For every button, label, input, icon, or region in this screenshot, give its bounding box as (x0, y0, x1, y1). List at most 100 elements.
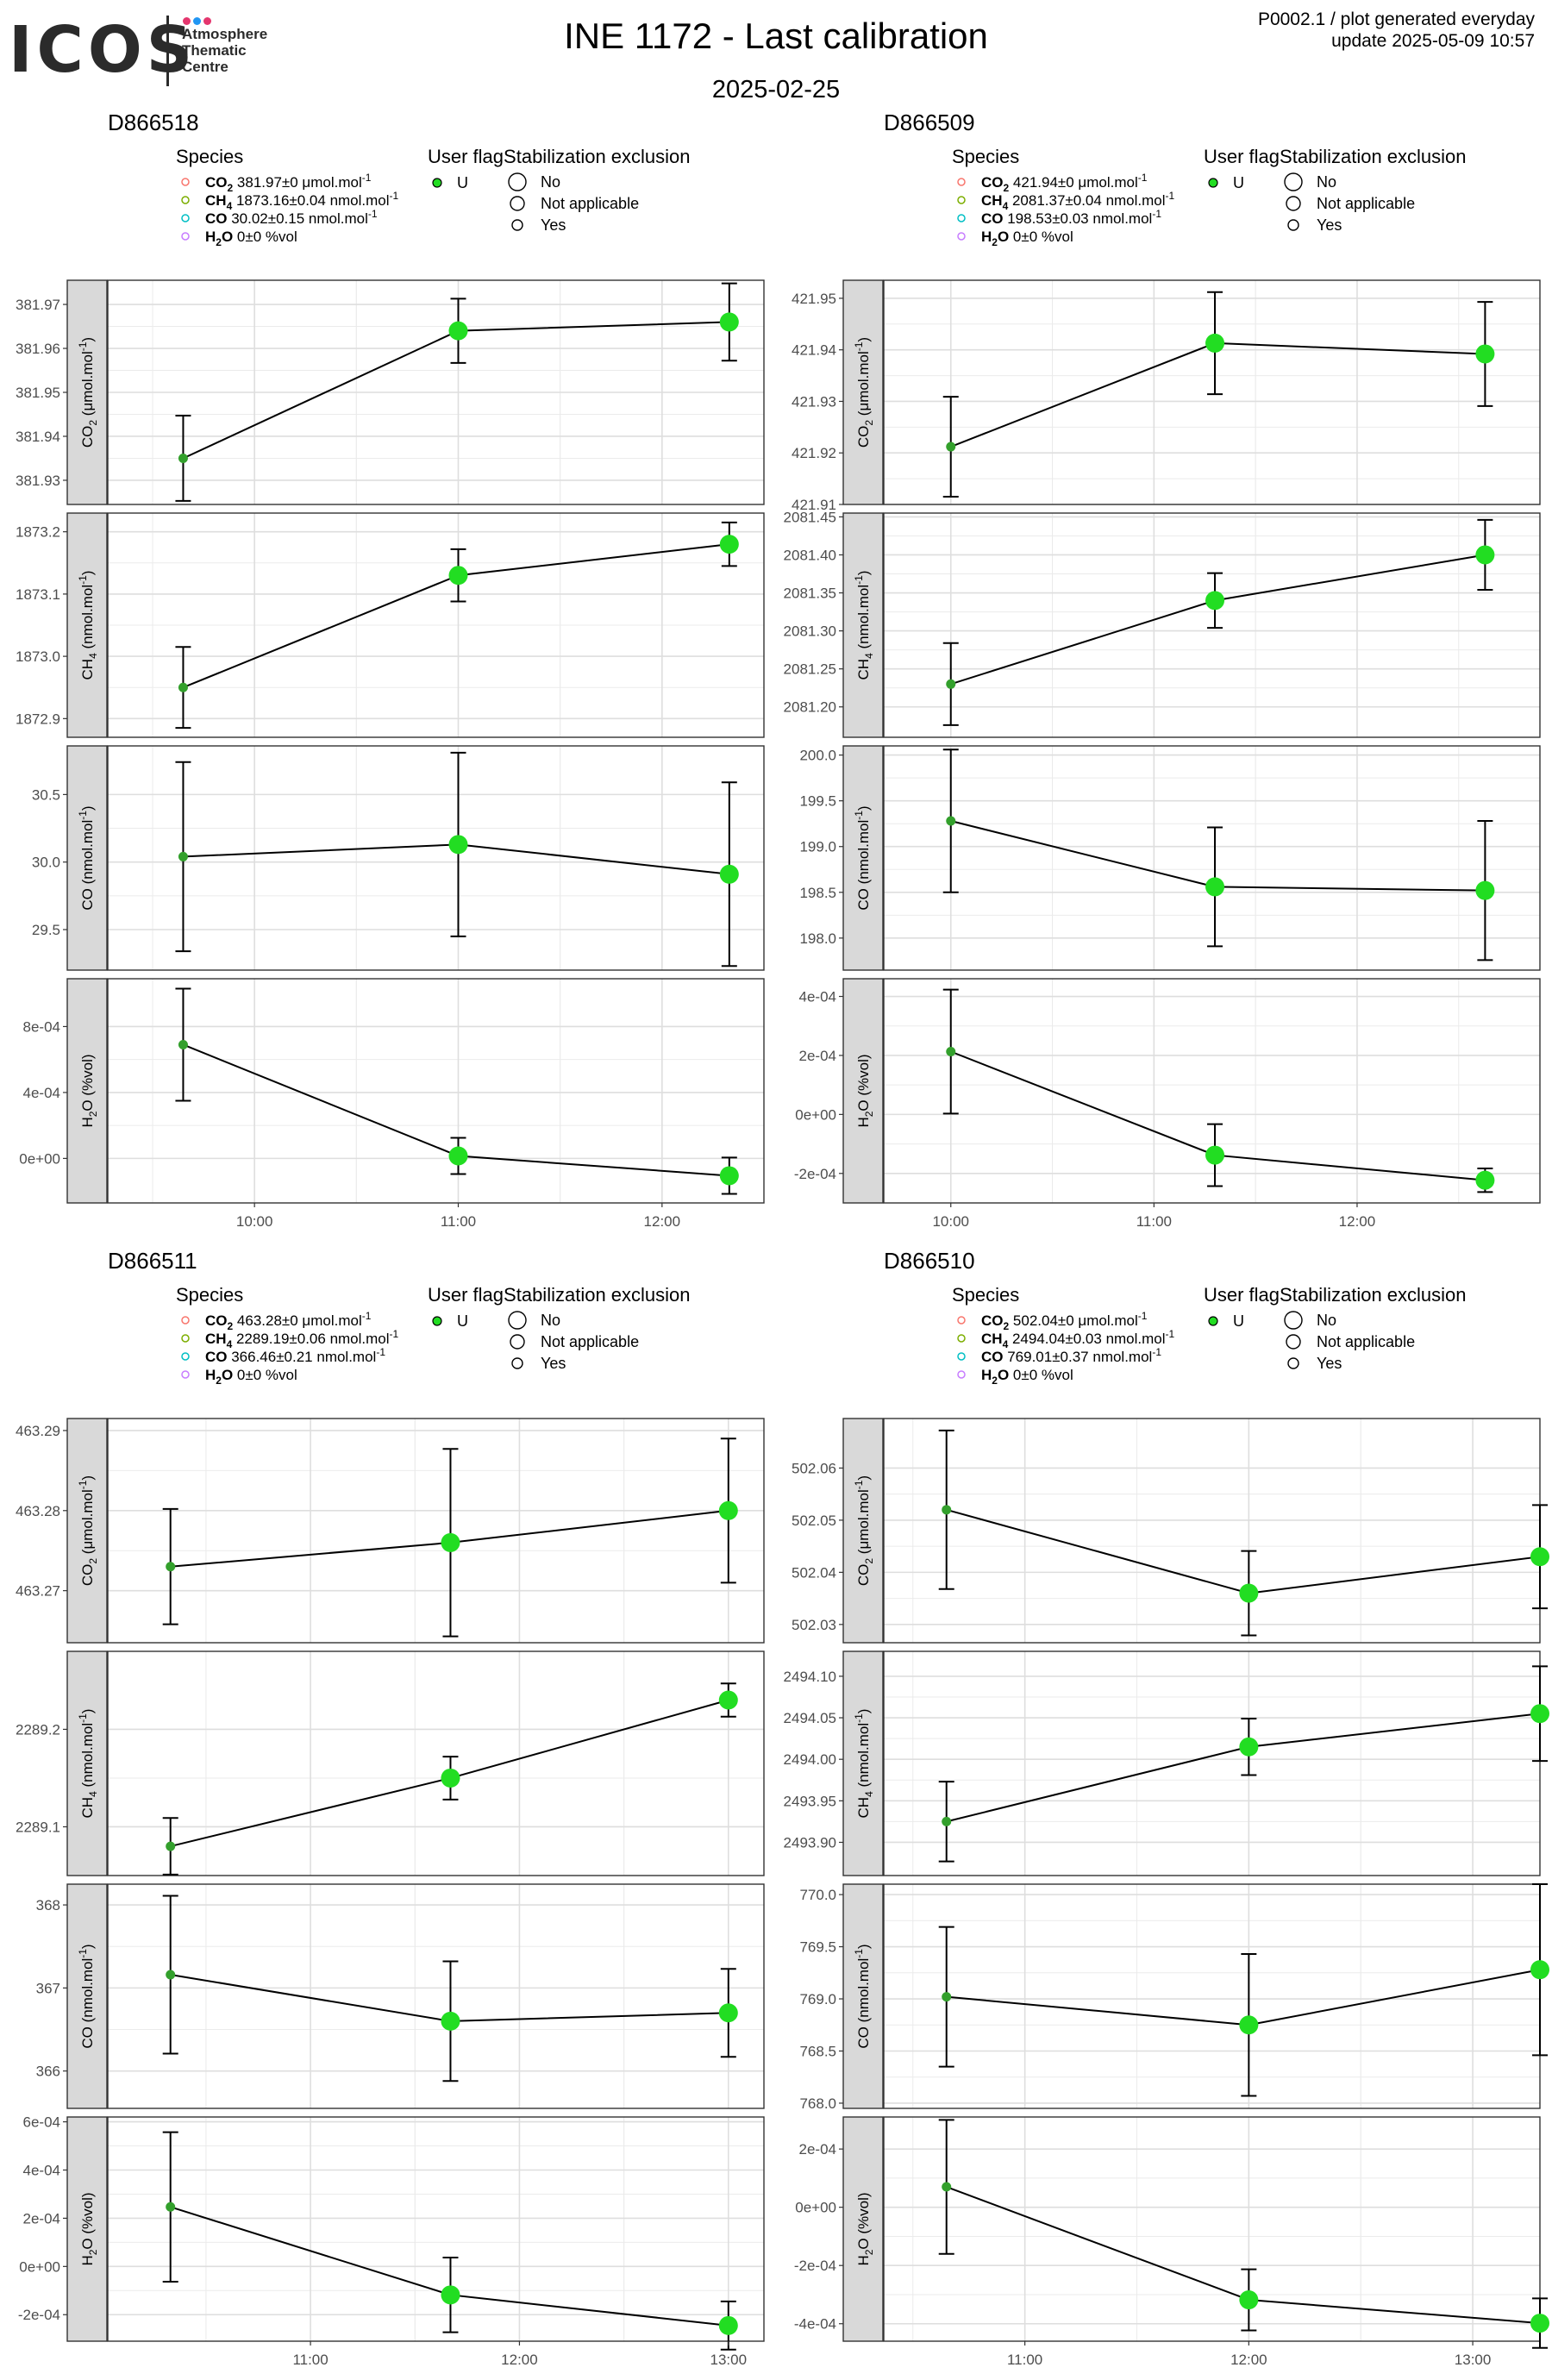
facet-strip-label: CH4 (nmol.mol-1) (853, 1709, 875, 1819)
strip-unit: (nmol.mol (855, 820, 872, 888)
y-tick-label: 463.29 (16, 1423, 60, 1439)
legend-stab-marker (510, 1334, 525, 1350)
species-value: 2289.19±0.06 nmol.mol (232, 1331, 389, 1347)
y-tick-label: 198.0 (799, 930, 836, 947)
y-tick-label: 2289.2 (16, 1721, 60, 1738)
page-date: 2025-02-25 (711, 76, 841, 103)
strip-superscript: -1 (77, 1949, 89, 1958)
data-point (719, 1166, 739, 1186)
strip-unit: (nmol.mol (855, 1723, 872, 1791)
logo-line: Thematic (182, 42, 247, 59)
strip-close: ) (855, 1475, 872, 1481)
species-name: H (981, 1367, 992, 1383)
facet-strip (66, 1650, 108, 1876)
species-name-2: O (998, 229, 1009, 245)
x-tick-label: 11:00 (441, 1213, 476, 1230)
strip-subscript: 2 (863, 1111, 875, 1117)
y-tick-label: 421.95 (792, 291, 836, 307)
strip-subscript: 2 (863, 420, 875, 426)
legend-stab-marker (508, 172, 527, 191)
species-name: CH (981, 1331, 1003, 1347)
legend-flag-titles: User flagStabilization exclusion (428, 1284, 691, 1306)
y-tick-label: 421.94 (792, 342, 836, 359)
strip-close: ) (79, 571, 96, 576)
facet-strip-label: CO (nmol.mol-1) (77, 1944, 96, 2048)
facet-border (883, 1418, 1541, 1644)
data-point (441, 2011, 460, 2031)
legend-species-label: CH4 1873.16±0.04 nmol.mol-1 (205, 190, 399, 212)
legend-species-marker (957, 1370, 966, 1379)
strip-superscript: -1 (853, 811, 865, 820)
facet-border (107, 1418, 765, 1644)
legend-species-marker (957, 232, 966, 241)
facet-border (107, 2116, 765, 2342)
data-point (946, 816, 956, 826)
strip-unit: (μmol.mol (79, 351, 96, 420)
facet-strip (842, 279, 884, 505)
y-tick-label: 2e-04 (799, 1048, 836, 1064)
facet-2: CH4 (nmol.mol-1) 1872.9 1873.0 1873.1 1873.2 (16, 512, 765, 738)
species-value: 769.01±0.37 nmol.mol (1004, 1349, 1153, 1365)
facet-border (107, 978, 765, 1204)
facet-border (883, 2116, 1541, 2342)
legend-stab-marker (511, 1357, 523, 1369)
data-point (1205, 333, 1225, 353)
legend-species-marker (957, 1316, 966, 1325)
species-name: CO (205, 210, 228, 227)
x-tick-label: 10:00 (236, 1213, 273, 1230)
logo-dot (183, 17, 191, 25)
y-tick-label: 30.5 (32, 786, 60, 803)
y-tick-label: 1873.1 (16, 586, 60, 603)
y-tick-label: 2493.90 (784, 1834, 836, 1851)
strip-superscript: -1 (853, 575, 865, 585)
y-tick-label: 381.93 (16, 473, 60, 489)
species-subscript: 2 (228, 182, 234, 194)
facet-strip-label: H2O (%vol) (79, 2192, 99, 2265)
strip-superscript: -1 (853, 1713, 865, 1723)
legend-stab-label: Yes (1317, 1355, 1342, 1372)
legend-species-marker (181, 1370, 190, 1379)
species-subscript: 4 (227, 1338, 233, 1350)
legend-stab-label: No (1317, 1312, 1336, 1329)
icos-logo: ICOS (9, 13, 197, 87)
strip-species: H (79, 1117, 96, 1127)
species-subscript: 4 (1003, 1338, 1009, 1350)
legend-species-label: CO2 502.04±0 μmol.mol-1 (981, 1310, 1148, 1332)
strip-close: ) (855, 1709, 872, 1714)
facet-strip (66, 512, 108, 738)
facet-strip (842, 1418, 884, 1644)
data-point (1239, 2015, 1259, 2035)
data-point (942, 1992, 952, 2002)
y-tick-label: 421.91 (792, 497, 836, 513)
y-tick-label: 421.92 (792, 445, 836, 461)
species-name: H (205, 229, 216, 245)
strip-close: ) (855, 337, 872, 342)
strip-subscript: 2 (863, 1558, 875, 1564)
species-name-2: O (222, 229, 233, 245)
facet-strip-label: CO (nmol.mol-1) (853, 1944, 872, 2048)
facet-strip (842, 745, 884, 971)
species-superscript: -1 (1166, 1328, 1175, 1340)
strip-unit: O (%vol) (855, 2192, 872, 2249)
species-name: CO (981, 1312, 1004, 1329)
x-tick-label: 11:00 (292, 2352, 328, 2368)
x-tick-label: 12:00 (1339, 1213, 1376, 1230)
y-tick-label: 6e-04 (23, 2114, 60, 2131)
series-line (946, 1713, 1541, 1823)
data-point (942, 1505, 952, 1515)
logo-dot (193, 17, 201, 25)
species-name: CO (205, 1312, 228, 1329)
data-point (1530, 2314, 1549, 2333)
y-tick-label: 2081.45 (784, 509, 836, 525)
legend-species-label: H2O 0±0 %vol (981, 229, 1073, 248)
species-subscript: 2 (1004, 1320, 1010, 1332)
strip-close: ) (855, 805, 872, 811)
header: ICOS Atmosphere Thematic Centre INE 1172… (0, 0, 1552, 112)
data-point (718, 2003, 738, 2023)
y-tick-label: 381.96 (16, 341, 60, 357)
facet-1: CO2 (μmol.mol-1) 421.91 421.92 421.93 421.94… (792, 279, 1541, 513)
data-point (448, 1146, 468, 1166)
species-subscript: 2 (992, 1375, 998, 1387)
strip-unit: O (%vol) (855, 1054, 872, 1111)
facet-strip (66, 978, 108, 1204)
